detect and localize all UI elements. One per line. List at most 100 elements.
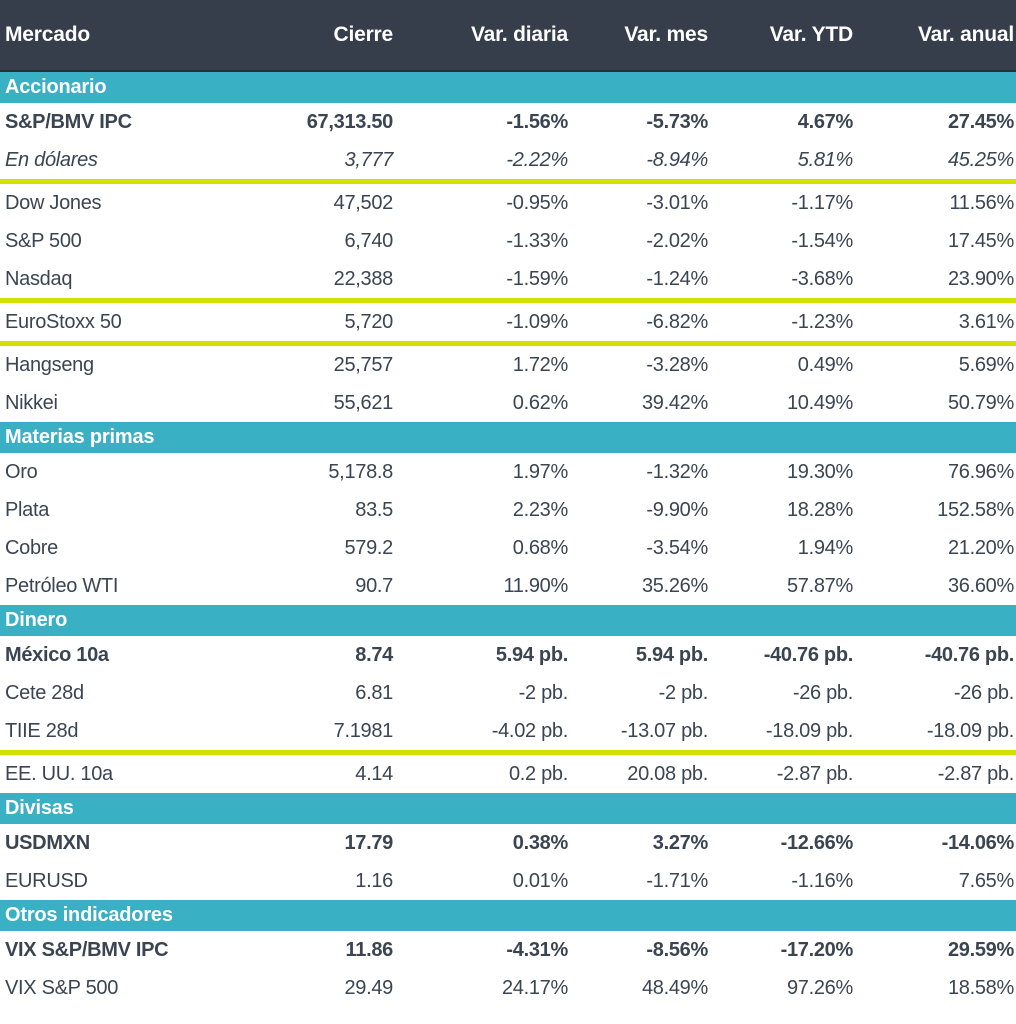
table-row-usdmxn: USDMXN 17.79 0.38% 3.27% -12.66% -14.06% xyxy=(0,824,1016,862)
table-row-vix-s-p-bmv-ipc: VIX S&P/BMV IPC 11.86 -4.31% -8.56% -17.20% 2… xyxy=(0,931,1016,969)
row-value: -12.66% xyxy=(780,831,854,854)
row-value: 5,720 xyxy=(344,310,393,333)
column-header-cierre: Cierre xyxy=(333,23,393,46)
row-label: EE. UU. 10a xyxy=(5,762,113,785)
row-value: -8.56% xyxy=(646,938,708,961)
row-value: 23.90% xyxy=(947,267,1014,290)
row-label: Oro xyxy=(5,460,38,483)
table-row-cobre: Cobre 579.2 0.68% -3.54% 1.94% 21.20% xyxy=(0,529,1016,567)
row-value: -18.09 pb. xyxy=(926,719,1014,742)
row-value: 39.42% xyxy=(641,391,708,414)
row-value: -26 pb. xyxy=(953,681,1014,704)
row-value: 3.61% xyxy=(958,310,1015,333)
row-value: 20.08 pb. xyxy=(627,762,708,785)
table-row-en-d-lares: En dólares 3,777 -2.22% -8.94% 5.81% 45.25% xyxy=(0,141,1016,179)
row-value: 19.30% xyxy=(786,460,853,483)
row-label: En dólares xyxy=(5,148,98,171)
column-header-var-mes: Var. mes xyxy=(624,23,708,46)
row-label: Cete 28d xyxy=(5,681,84,704)
row-value: -1.23% xyxy=(791,310,853,333)
table-header-row: Mercado Cierre Var. diaria Var. mes Var.… xyxy=(0,0,1016,72)
row-value: 4.67% xyxy=(797,110,854,133)
row-value: 0.68% xyxy=(512,536,569,559)
table-row-s-p-bmv-ipc: S&P/BMV IPC 67,313.50 -1.56% -5.73% 4.67% 27.… xyxy=(0,103,1016,141)
row-value: -1.71% xyxy=(646,869,708,892)
row-value: 47,502 xyxy=(333,191,394,214)
row-value: 57.87% xyxy=(786,574,853,597)
row-value: 17.45% xyxy=(947,229,1014,252)
row-value: -1.56% xyxy=(506,110,568,133)
row-value: 0.38% xyxy=(512,831,569,854)
row-label: S&P/BMV IPC xyxy=(5,110,132,133)
table-row-oro: Oro 5,178.8 1.97% -1.32% 19.30% 76.96% xyxy=(0,453,1016,491)
row-value: -0.95% xyxy=(506,191,568,214)
row-value: 24.17% xyxy=(501,976,568,999)
section-header-divisas: Divisas xyxy=(0,793,1016,824)
row-value: -3.28% xyxy=(646,353,708,376)
row-label: EuroStoxx 50 xyxy=(5,310,122,333)
row-value: 25,757 xyxy=(333,353,394,376)
row-value: -2 pb. xyxy=(518,681,569,704)
row-label: EURUSD xyxy=(5,869,88,892)
row-value: -1.54% xyxy=(791,229,853,252)
section-label: Otros indicadores xyxy=(5,904,173,926)
row-value: -14.06% xyxy=(941,831,1015,854)
row-value: -4.31% xyxy=(506,938,568,961)
row-value: 29.59% xyxy=(947,938,1014,961)
row-value: 83.5 xyxy=(355,498,393,521)
highlight-line xyxy=(0,341,1016,346)
row-value: 3.27% xyxy=(652,831,709,854)
table-row-hangseng: Hangseng 25,757 1.72% -3.28% 0.49% 5.69% xyxy=(0,346,1016,384)
table-row-dow-jones: Dow Jones 47,502 -0.95% -3.01% -1.17% 11.56% xyxy=(0,184,1016,222)
row-label: VIX S&P 500 xyxy=(5,976,119,999)
table-row-cete-28d: Cete 28d 6.81 -2 pb. -2 pb. -26 pb. -26 pb. xyxy=(0,674,1016,712)
row-value: 8.74 xyxy=(355,643,393,666)
row-label: Petróleo WTI xyxy=(5,574,119,597)
row-value: -18.09 pb. xyxy=(765,719,853,742)
row-value: -2.02% xyxy=(646,229,708,252)
table-body: Accionario S&P/BMV IPC 67,313.50 -1.56% -5.7… xyxy=(0,72,1016,1007)
row-value: 6,740 xyxy=(344,229,393,252)
row-value: 76.96% xyxy=(947,460,1014,483)
row-value: 6.81 xyxy=(355,681,393,704)
section-header-accionario: Accionario xyxy=(0,72,1016,103)
row-value: 22,388 xyxy=(333,267,394,290)
row-value: 67,313.50 xyxy=(306,110,394,133)
row-value: -17.20% xyxy=(780,938,854,961)
row-value: 3,777 xyxy=(344,148,393,171)
table-row-s-p-500: S&P 500 6,740 -1.33% -2.02% -1.54% 17.45% xyxy=(0,222,1016,260)
row-label: S&P 500 xyxy=(5,229,82,252)
row-value: 97.26% xyxy=(786,976,853,999)
row-value: -3.54% xyxy=(646,536,708,559)
section-label: Materias primas xyxy=(5,426,155,448)
row-value: 4.14 xyxy=(355,762,393,785)
table-row-eurostoxx-50: EuroStoxx 50 5,720 -1.09% -6.82% -1.23% 3.61% xyxy=(0,303,1016,341)
row-label: Hangseng xyxy=(5,353,94,376)
row-value: -40.76 pb. xyxy=(763,643,854,666)
row-value: -3.68% xyxy=(791,267,853,290)
row-value: 1.97% xyxy=(512,460,569,483)
row-value: 21.20% xyxy=(947,536,1014,559)
row-label: Plata xyxy=(5,498,50,521)
highlight-line xyxy=(0,298,1016,303)
row-value: 27.45% xyxy=(947,110,1014,133)
row-value: 7.65% xyxy=(958,869,1015,892)
row-value: 55,621 xyxy=(333,391,394,414)
row-label: Nikkei xyxy=(5,391,58,414)
row-value: -5.73% xyxy=(646,110,708,133)
row-value: -1.17% xyxy=(791,191,853,214)
row-value: 29.49 xyxy=(344,976,393,999)
highlight-line xyxy=(0,179,1016,184)
row-value: 2.23% xyxy=(512,498,569,521)
row-value: -2.87 pb. xyxy=(776,762,854,785)
table-row-petr-leo-wti: Petróleo WTI 90.7 11.90% 35.26% 57.87% 36.60% xyxy=(0,567,1016,605)
row-value: -1.32% xyxy=(646,460,708,483)
table-row-tiie-28d: TIIE 28d 7.1981 -4.02 pb. -13.07 pb. -18.09 … xyxy=(0,712,1016,750)
row-label: Cobre xyxy=(5,536,58,559)
row-value: 5.81% xyxy=(797,148,854,171)
section-header-otros-indicadores: Otros indicadores xyxy=(0,900,1016,931)
row-value: 36.60% xyxy=(947,574,1014,597)
row-value: 7.1981 xyxy=(333,719,394,742)
row-value: 11.56% xyxy=(949,191,1014,214)
